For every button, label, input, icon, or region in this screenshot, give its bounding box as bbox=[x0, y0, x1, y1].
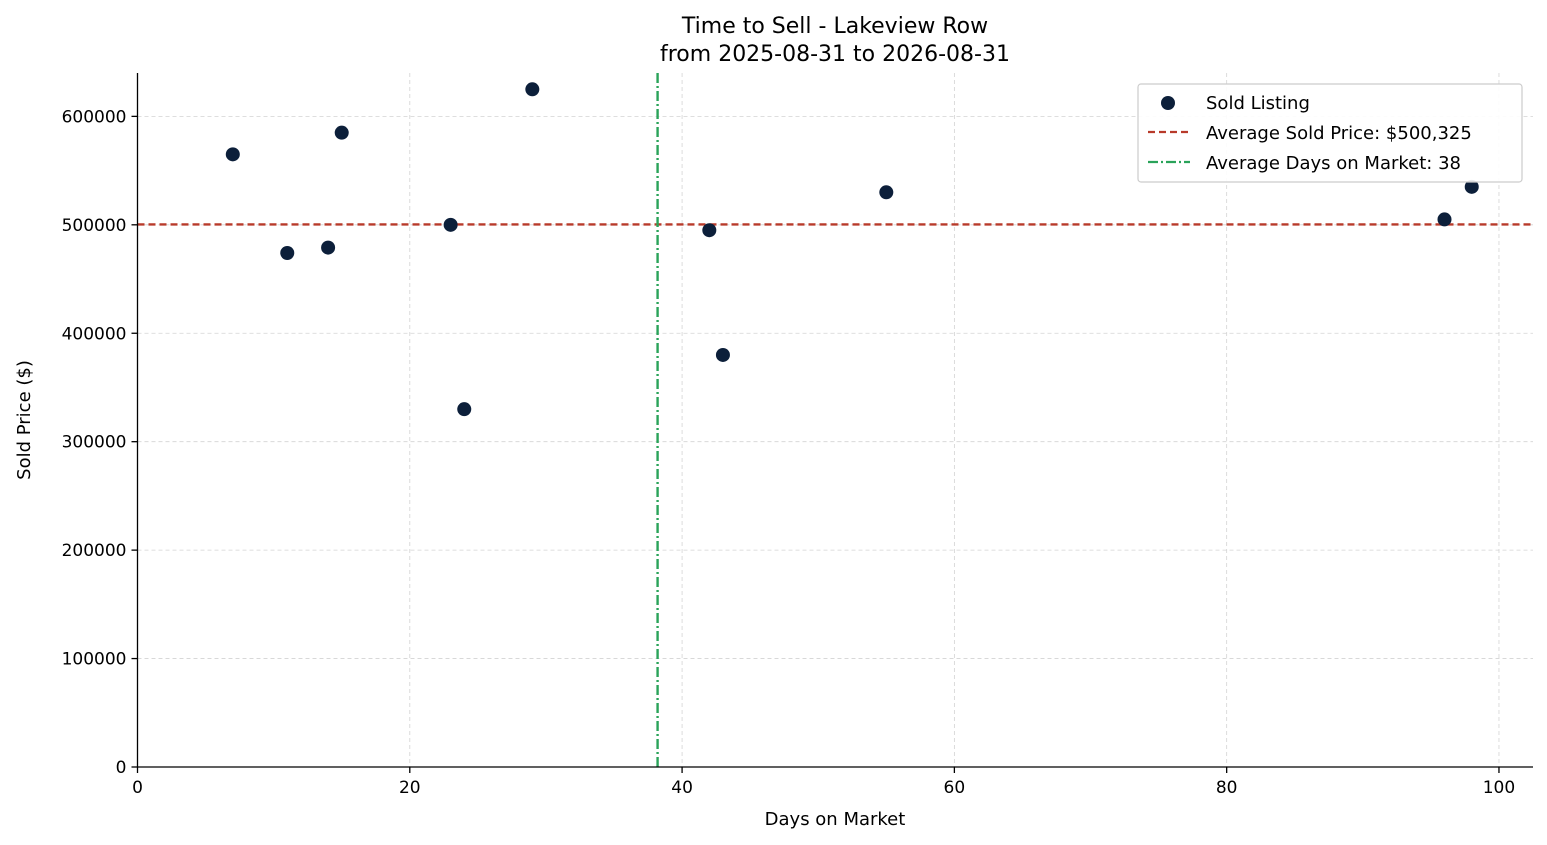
data-point bbox=[321, 240, 336, 255]
data-point bbox=[525, 82, 540, 97]
legend-marker-sold-listing bbox=[1161, 96, 1175, 110]
legend-label-avg-days: Average Days on Market: 38 bbox=[1206, 153, 1461, 174]
data-point bbox=[1464, 179, 1479, 194]
x-tick-label: 40 bbox=[671, 778, 693, 798]
legend: Sold Listing Average Sold Price: $500,32… bbox=[1137, 83, 1523, 183]
data-point bbox=[443, 217, 458, 232]
y-axis-ticks: 0 100000 200000 300000 400000 500000 600000 bbox=[62, 107, 138, 778]
y-tick-label: 500000 bbox=[62, 216, 127, 236]
reference-lines bbox=[137, 73, 1533, 767]
x-tick-label: 60 bbox=[944, 778, 966, 798]
data-point bbox=[702, 223, 717, 238]
x-axis-label: Days on Market bbox=[765, 809, 906, 830]
x-tick-label: 100 bbox=[1483, 778, 1515, 798]
legend-label-avg-price: Average Sold Price: $500,325 bbox=[1206, 123, 1472, 144]
x-axis-ticks: 0 20 40 60 80 100 bbox=[132, 767, 1515, 798]
y-axis-label: Sold Price ($) bbox=[14, 360, 35, 480]
y-tick-label: 200000 bbox=[62, 541, 127, 561]
y-tick-label: 400000 bbox=[62, 324, 127, 344]
chart-subtitle: from 2025-08-31 to 2026-08-31 bbox=[660, 42, 1010, 67]
x-tick-label: 80 bbox=[1216, 778, 1238, 798]
chart-title: Time to Sell - Lakeview Row bbox=[681, 14, 988, 39]
y-tick-label: 0 bbox=[116, 758, 127, 778]
x-tick-label: 20 bbox=[399, 778, 421, 798]
data-point bbox=[225, 147, 240, 162]
legend-box bbox=[1137, 83, 1523, 183]
y-tick-label: 100000 bbox=[62, 650, 127, 670]
x-tick-label: 0 bbox=[132, 778, 143, 798]
data-point bbox=[457, 402, 472, 417]
y-tick-label: 300000 bbox=[62, 433, 127, 453]
y-tick-label: 600000 bbox=[62, 107, 127, 127]
data-point bbox=[334, 125, 349, 140]
data-point bbox=[879, 185, 894, 200]
data-point bbox=[280, 246, 295, 261]
data-point bbox=[1437, 212, 1452, 227]
data-points bbox=[225, 82, 1479, 417]
legend-label-sold-listing: Sold Listing bbox=[1206, 93, 1310, 114]
data-point bbox=[715, 347, 730, 362]
